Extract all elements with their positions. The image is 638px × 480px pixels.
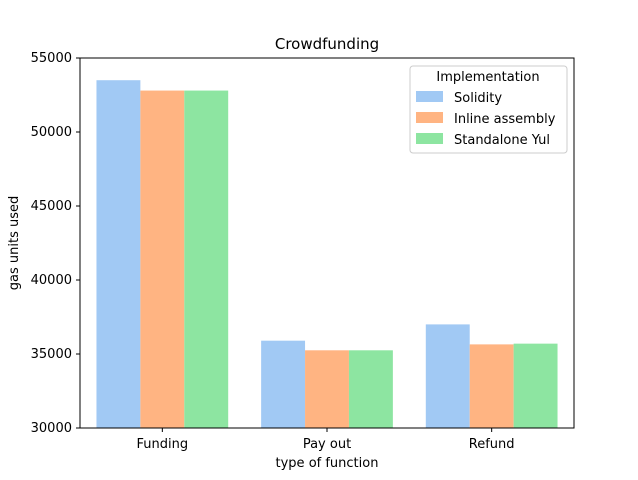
x-tick-label: Funding <box>137 437 189 452</box>
legend-swatch <box>416 133 443 144</box>
bar-funding-2 <box>184 90 229 428</box>
y-tick-label: 50000 <box>31 125 72 140</box>
y-axis: 30000 35000 40000 45000 50000 55000 <box>31 51 80 436</box>
bar-pay-out-0 <box>261 340 306 428</box>
legend-label: Inline assembly <box>454 112 556 127</box>
x-tick-label: Refund <box>469 437 515 452</box>
legend-swatch <box>416 112 443 123</box>
legend-swatch <box>416 91 443 102</box>
bar-refund-0 <box>425 324 470 428</box>
y-tick-label: 55000 <box>31 51 72 66</box>
bars-layer <box>96 80 558 428</box>
bar-funding-0 <box>96 80 141 428</box>
bar-refund-2 <box>513 343 558 428</box>
y-tick-label: 40000 <box>31 273 72 288</box>
legend-label: Standalone Yul <box>454 133 550 148</box>
bar-pay-out-2 <box>348 350 393 428</box>
x-axis: Funding Pay out Refund <box>137 428 515 452</box>
bar-pay-out-1 <box>305 350 349 428</box>
bar-funding-1 <box>140 90 185 428</box>
legend: Implementation Solidity Inline assembly St… <box>409 65 568 154</box>
y-axis-label: gas units used <box>7 196 22 290</box>
legend-label: Solidity <box>454 91 502 106</box>
x-tick-label: Pay out <box>303 437 351 452</box>
legend-title: Implementation <box>436 70 539 85</box>
legend-box <box>409 65 568 154</box>
bar-refund-1 <box>469 344 514 428</box>
y-tick-label: 30000 <box>31 421 72 436</box>
y-tick-label: 35000 <box>31 347 72 362</box>
x-axis-label: type of function <box>276 456 379 471</box>
y-tick-label: 45000 <box>31 199 72 214</box>
chart-title: Crowdfunding <box>275 35 379 53</box>
